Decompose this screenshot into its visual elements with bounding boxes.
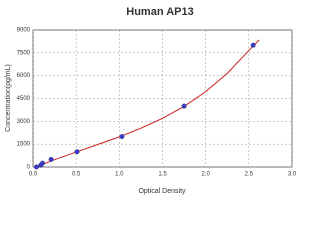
chart: Human AP13 Optical Density Concentration…: [5, 6, 297, 195]
data-point: [40, 160, 45, 166]
y-tick-label: 1500: [17, 142, 31, 148]
y-tick-label: 6000: [17, 73, 31, 79]
data-point: [34, 164, 39, 170]
chart-title: Human AP13: [126, 6, 193, 18]
y-tick-label: 3000: [17, 119, 31, 125]
y-axis-label: Concentration(pg/mL): [5, 64, 12, 132]
data-point: [74, 149, 80, 155]
x-tick-label: 1.0: [115, 172, 124, 178]
y-tick-label: 7500: [17, 50, 31, 56]
y-tick-label: 4500: [17, 96, 31, 102]
x-tick-label: 2.0: [201, 172, 210, 178]
data-point: [48, 156, 54, 162]
fit-curve: [35, 39, 260, 168]
x-tick-label: 1.5: [158, 172, 167, 178]
x-tick-label: 0.0: [29, 172, 38, 178]
x-axis-label: Optical Density: [138, 188, 186, 195]
data-point: [250, 42, 256, 48]
y-tick-label: 9000: [17, 28, 31, 34]
x-tick-label: 3.0: [288, 172, 297, 178]
data-point: [119, 134, 125, 140]
x-tick-label: 0.5: [72, 172, 81, 178]
y-tick-label: 0: [27, 165, 31, 171]
x-tick-label: 2.5: [245, 172, 254, 178]
data-point: [181, 103, 187, 109]
